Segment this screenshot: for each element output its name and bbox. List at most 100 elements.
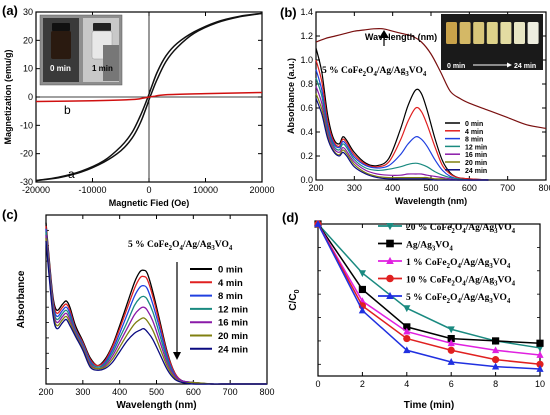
panel-c-xtick-label: 600 bbox=[186, 387, 201, 397]
panel-a-ytick-label: 0 bbox=[28, 92, 33, 102]
panel-d-series-1-point-1 bbox=[358, 285, 366, 294]
panel-d-legend-label-0: 20 % CoFe2O4/Ag/Ag3VO4 bbox=[406, 223, 516, 235]
panel-c-annotation: 5 % CoFe2O4/Ag/Ag3VO4 bbox=[128, 240, 233, 252]
panel-b-inset-label-start: 0 min bbox=[447, 63, 465, 70]
panel-d-series-4-point-4 bbox=[492, 362, 500, 370]
panel-b-series-0 bbox=[315, 47, 489, 181]
panel-b-inset-vial-3 bbox=[486, 22, 498, 44]
panel-a-xtick-label: -20000 bbox=[22, 185, 50, 195]
panel-d-series-1-point-4 bbox=[492, 337, 500, 345]
panel-b-xtick-label: 500 bbox=[423, 183, 438, 193]
panel-b-ytick-label: 1.4 bbox=[300, 7, 313, 17]
panel-d-legend-label-2: 1 % CoFe2O4/Ag/Ag3VO4 bbox=[406, 258, 511, 270]
panel-b-inset-vial-0 bbox=[446, 22, 457, 44]
panel-d-legend-label-4: 5 % CoFe2O4/Ag/Ag3VO4 bbox=[406, 293, 511, 305]
panel-d-series-1-point-5 bbox=[536, 339, 544, 347]
panel-b-legend-label-2: 8 min bbox=[465, 137, 483, 144]
panel-d-legend-label-3: 10 % CoFe2O4/Ag/Ag3VO4 bbox=[406, 276, 516, 288]
panel-d-series-0-point-2 bbox=[403, 305, 411, 313]
panel-d-legend-marker-0 bbox=[386, 222, 394, 231]
panel-b-inset-arrow-head bbox=[507, 62, 512, 68]
panel-b-series-2 bbox=[315, 69, 489, 181]
panel-d-frame bbox=[317, 223, 541, 377]
panel-b-annotation: 5 % CoFe2O4/Ag/Ag3VO4 bbox=[322, 66, 427, 78]
panel-b-letter: (b) bbox=[280, 5, 297, 20]
panel-b-inset-vial-2 bbox=[473, 22, 485, 44]
panel-b-xtick-label: 300 bbox=[347, 183, 362, 193]
panel-b-xtick-label: 200 bbox=[308, 183, 323, 193]
panel-a-inset-label-right: 1 min bbox=[92, 64, 113, 73]
panel-b-legend-label-1: 4 min bbox=[465, 129, 483, 136]
panel-d-series-4-point-1 bbox=[358, 306, 366, 314]
panel-b-ytick-label: 0.4 bbox=[300, 127, 313, 137]
panel-a-ytick-label: -30 bbox=[20, 177, 33, 187]
panel-a-xtick-label: 20000 bbox=[249, 185, 274, 195]
panel-c-legend-label-2: 8 min bbox=[218, 291, 243, 302]
panel-d-letter: (d) bbox=[282, 210, 299, 225]
panel-c-xtick-label: 800 bbox=[259, 387, 274, 397]
panel-d-legend-label-1: Ag/Ag3VO4 bbox=[406, 241, 453, 253]
panel-c-legend-label-6: 24 min bbox=[218, 344, 248, 355]
panel-a-xtick-label: -10000 bbox=[78, 185, 106, 195]
panel-c-xtick-label: 400 bbox=[112, 387, 127, 397]
panel-c-series-6 bbox=[45, 241, 267, 385]
panel-b-xtick-label: 400 bbox=[385, 183, 400, 193]
panel-d-series-3-point-3 bbox=[447, 346, 455, 354]
panel-a-ytick-label: -20 bbox=[20, 149, 33, 159]
panel-d-series-line-4 bbox=[317, 223, 541, 370]
panel-d-series-1-point-3 bbox=[447, 334, 455, 343]
panel-b-legend-label-5: 20 min bbox=[465, 160, 487, 167]
panel-b-xtick-label: 800 bbox=[538, 183, 550, 193]
panel-a-series-a-branch-0 bbox=[35, 12, 263, 182]
panel-d-series-3-point-5 bbox=[536, 360, 544, 368]
panel-a-xlabel: Magnetic Fied (Oe) bbox=[109, 198, 190, 208]
panel-d-series-4-point-0 bbox=[314, 220, 322, 227]
panel-d-series-3-point-4 bbox=[492, 356, 500, 364]
panel-a-xtick-label: 0 bbox=[146, 185, 151, 195]
panel-d-xtick-label: 2 bbox=[360, 379, 365, 389]
panel-a-vial-left bbox=[51, 31, 71, 59]
panel-b-series-6 bbox=[315, 98, 489, 181]
panel-d-series-0-point-3 bbox=[447, 326, 455, 334]
panel-d-series-line-0 bbox=[317, 223, 541, 349]
panel-c-arrow-head bbox=[173, 352, 181, 360]
panel-a-inset-label-left: 0 min bbox=[50, 64, 71, 73]
panel-d-ylabel: C/C0 bbox=[288, 289, 301, 310]
panel-b-inset-vial-4 bbox=[500, 22, 512, 44]
panel-b: 200 300 400 500 600 700 800 0.0 0.2 0.4 0.6 0.8 1.0 1… bbox=[280, 5, 550, 206]
panel-b-legend-label-0: 0 min bbox=[465, 121, 483, 128]
panel-d-legend-marker-2 bbox=[386, 256, 394, 265]
panel-c-legend-label-3: 12 min bbox=[218, 304, 248, 315]
panel-d-series-2-point-3 bbox=[447, 339, 455, 347]
panel-d-series-2-point-5 bbox=[536, 350, 544, 358]
panel-b-ytick-label: 1.0 bbox=[300, 55, 313, 65]
panel-d-xtick-label: 4 bbox=[404, 379, 409, 389]
panel-b-ytick-label: 0.0 bbox=[300, 175, 313, 185]
panel-a-ytick-label: -10 bbox=[20, 120, 33, 130]
panel-c-series-4 bbox=[45, 234, 267, 385]
panel-d-series-line-3 bbox=[317, 223, 541, 366]
panel-b-inset-vial-5 bbox=[514, 22, 525, 44]
panel-b-legend-label-6: 24 min bbox=[465, 168, 487, 175]
panel-c-xtick-label: 300 bbox=[75, 387, 90, 397]
panel-a-xtick-label: 10000 bbox=[193, 185, 218, 195]
panel-b-ylabel: Absorbance (a.u.) bbox=[286, 58, 296, 134]
panel-b-ytick-label: 0.8 bbox=[300, 79, 313, 89]
panel-d-series-2-point-2 bbox=[403, 327, 411, 335]
panel-b-top-curve bbox=[315, 27, 547, 129]
panel-c-legend-label-5: 20 min bbox=[218, 331, 248, 342]
panel-a-magnet bbox=[103, 45, 119, 81]
panel-d-series-line-1 bbox=[317, 223, 541, 345]
panel-c-legend-label-0: 0 min bbox=[218, 265, 243, 276]
panel-d-xtick-label: 8 bbox=[493, 379, 498, 389]
panel-a-vial-cap-left bbox=[52, 23, 70, 31]
panel-b-series-3 bbox=[315, 77, 489, 181]
panel-d-legend-marker-4 bbox=[386, 291, 394, 300]
panel-a-label-b: b bbox=[64, 103, 71, 117]
panel-b-legend-label-4: 16 min bbox=[465, 152, 487, 159]
panel-a-label-a: a bbox=[68, 167, 75, 181]
panel-c-letter: (c) bbox=[2, 207, 18, 222]
panel-d-series-4-point-5 bbox=[536, 365, 544, 372]
panel-b-series-4 bbox=[315, 86, 489, 181]
panel-d: 0 2 4 6 8 10 20 % CoFe2O4/Ag/Ag3VO4 Ag/Ag3VO4 1 … bbox=[282, 210, 545, 411]
